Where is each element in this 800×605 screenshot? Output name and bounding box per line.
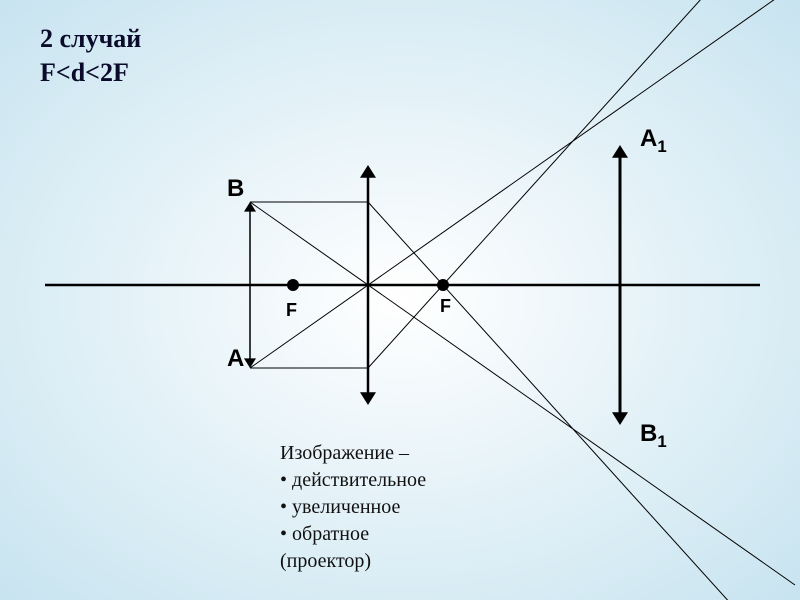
label-focus-left: F bbox=[286, 300, 297, 321]
title-line-2: F<d<2F bbox=[40, 56, 141, 90]
description-bullet: • увеличенное bbox=[280, 494, 426, 521]
description-bullet: • действительное bbox=[280, 467, 426, 494]
description-block: Изображение – • действительное • увеличе… bbox=[280, 440, 426, 575]
label-focus-right: F bbox=[440, 296, 451, 317]
description-bullet: • обратное bbox=[280, 521, 426, 548]
label-point-A: A bbox=[227, 345, 244, 373]
title-block: 2 случай F<d<2F bbox=[40, 22, 141, 90]
title-line-1: 2 случай bbox=[40, 22, 141, 56]
label-point-A1: A1 bbox=[640, 125, 667, 157]
description-note: (проектор) bbox=[280, 548, 426, 575]
label-point-B1: B1 bbox=[640, 420, 667, 452]
label-point-B: B bbox=[227, 175, 244, 203]
description-heading: Изображение – bbox=[280, 440, 426, 467]
